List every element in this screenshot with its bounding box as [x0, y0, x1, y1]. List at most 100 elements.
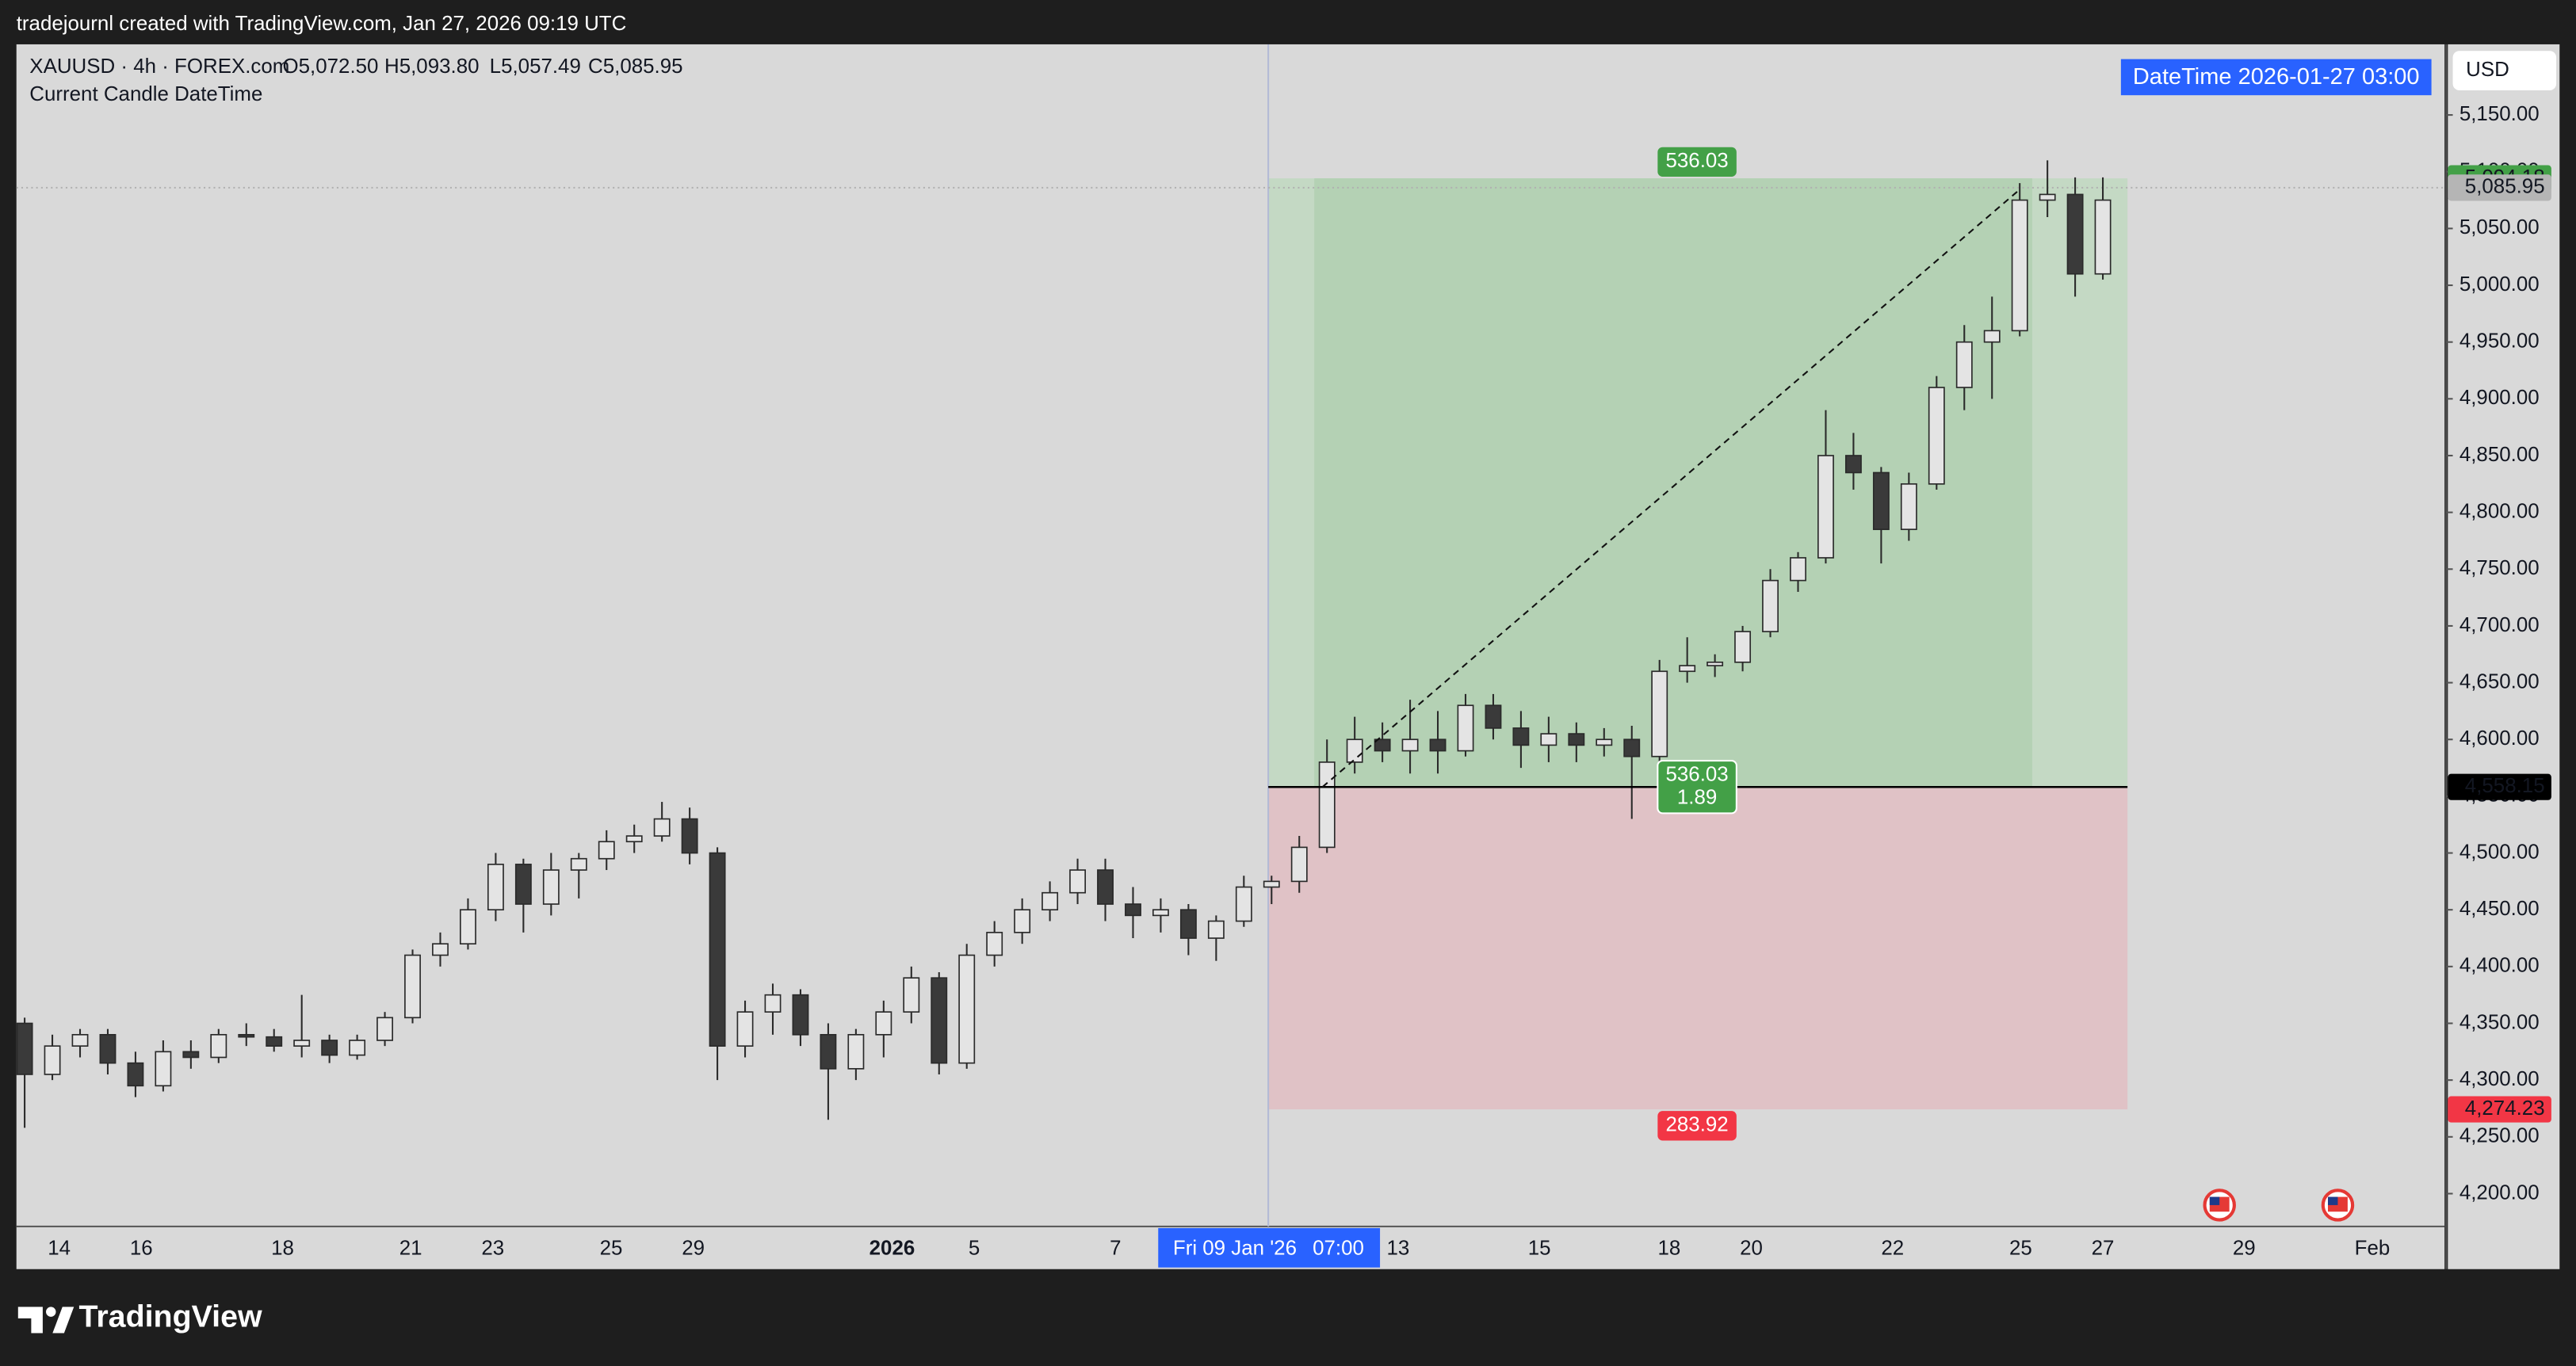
x-tick-label: 22	[1881, 1238, 1904, 1260]
target-label-box	[1657, 147, 1737, 177]
candle-body	[1235, 886, 1252, 922]
y-tick-label: 4,450.00	[2459, 898, 2540, 920]
candle-body	[182, 1051, 200, 1059]
ohlc-value: L5,057.49	[490, 55, 581, 78]
candle-body	[2011, 199, 2028, 332]
x-tick-label: 25	[2009, 1238, 2032, 1260]
candle-body	[1429, 738, 1447, 752]
currency-box[interactable]	[2452, 51, 2557, 90]
candle-body	[210, 1034, 227, 1059]
candle-body	[598, 841, 615, 860]
ohlc-value: H5,093.80	[384, 55, 480, 78]
y-tick-label: 4,800.00	[2459, 500, 2540, 522]
trajectory	[1321, 190, 2018, 788]
target-label: 536.03	[1665, 150, 1728, 172]
x-tick-label: 18	[271, 1238, 294, 1260]
candle-body	[1983, 330, 2001, 343]
price-tag	[2448, 1096, 2551, 1123]
candle-body	[986, 932, 1003, 956]
candle-body	[16, 1022, 33, 1075]
x-tick-label: 7	[1110, 1238, 1121, 1260]
candle-body	[875, 1011, 892, 1036]
candle-body	[404, 954, 421, 1019]
candle-body	[1207, 920, 1225, 939]
x-tick-label: 23	[481, 1238, 504, 1260]
candle-body	[1069, 869, 1086, 894]
y-tick-label: 4,650.00	[2459, 670, 2540, 693]
header-text: tradejournl created with TradingView.com…	[17, 13, 627, 35]
candle-body	[2066, 193, 2084, 275]
candle-body	[570, 857, 587, 871]
candle-body	[764, 994, 782, 1013]
price-tag	[2448, 773, 2551, 800]
candle-body	[1125, 903, 1141, 917]
plot	[16, 44, 2445, 1227]
y-tick-label: 4,600.00	[2459, 727, 2540, 750]
candle-body	[1401, 738, 1419, 752]
candle-body	[1762, 579, 1779, 632]
entry-label-box	[1657, 760, 1737, 815]
x-tick-label: 29	[2233, 1238, 2256, 1260]
candle-body	[847, 1034, 865, 1070]
candle-body	[1540, 733, 1557, 746]
x-tick-label: 5	[969, 1238, 980, 1260]
price-tag-label: 4,558.15	[2465, 775, 2545, 797]
x-tick-label: 21	[399, 1238, 422, 1260]
candle-body	[625, 835, 643, 843]
symbol: XAUUSD · 4h · FOREX.com	[29, 55, 289, 78]
candle-body	[1014, 909, 1031, 933]
candle-body	[1290, 846, 1308, 883]
flag-icon	[2321, 1189, 2355, 1222]
currency[interactable]: USD	[2466, 59, 2509, 81]
candle-body	[1318, 761, 1336, 849]
target-zone-filled	[1314, 178, 2032, 788]
candle-body	[1651, 670, 1668, 757]
x-tick-label: 20	[1740, 1238, 1763, 1260]
candle-body	[266, 1036, 283, 1047]
crosshair-time-box	[1158, 1227, 1381, 1268]
candle-body	[487, 864, 504, 911]
candle-body	[1568, 733, 1585, 746]
candle-body	[1485, 704, 1502, 729]
entry-label: 536.03	[1665, 764, 1728, 786]
candle-body	[1707, 661, 1724, 666]
candle-body	[1623, 738, 1641, 757]
y-tick-label: 4,850.00	[2459, 444, 2540, 466]
brand-logo	[17, 1307, 75, 1334]
candle-body	[1457, 704, 1474, 752]
price-tag	[2448, 174, 2551, 201]
x-tick-label: 2026	[869, 1238, 915, 1260]
candle-body	[71, 1034, 89, 1047]
candle-body	[1152, 909, 1169, 917]
y-tick-label: 5,150.00	[2459, 103, 2540, 125]
y-tick-label: 4,750.00	[2459, 557, 2540, 579]
y-tick-label: 5,050.00	[2459, 216, 2540, 238]
candle-body	[127, 1062, 144, 1087]
candle-body	[2039, 193, 2056, 201]
candle-body	[1346, 738, 1363, 763]
candle-body	[1734, 631, 1752, 663]
price-tag-label: 5,085.95	[2465, 176, 2545, 198]
candle-body	[432, 943, 449, 956]
y-tick-label: 4,500.00	[2459, 841, 2540, 863]
candle-body	[931, 977, 948, 1064]
candle-body	[1928, 387, 1945, 485]
x-tick-label: 25	[600, 1238, 623, 1260]
x-tick-label: 14	[48, 1238, 71, 1260]
candle-body	[155, 1051, 172, 1087]
candle-body	[1263, 880, 1280, 888]
candle-body	[99, 1034, 117, 1064]
y-tick-label: 4,950.00	[2459, 330, 2540, 353]
risk-reward-ratio: 1.89	[1677, 787, 1717, 809]
candle-body	[1179, 909, 1197, 939]
candle-body	[1679, 665, 1696, 673]
stop-label-box	[1657, 1111, 1737, 1141]
candle-body	[1844, 455, 1862, 474]
y-tick-label: 4,900.00	[2459, 387, 2540, 409]
candle-body	[349, 1040, 366, 1056]
candle-body	[238, 1034, 255, 1038]
crosshair-time: 07:00	[1313, 1238, 1364, 1260]
candle-body	[1041, 891, 1059, 911]
candle-body	[1900, 483, 1917, 530]
